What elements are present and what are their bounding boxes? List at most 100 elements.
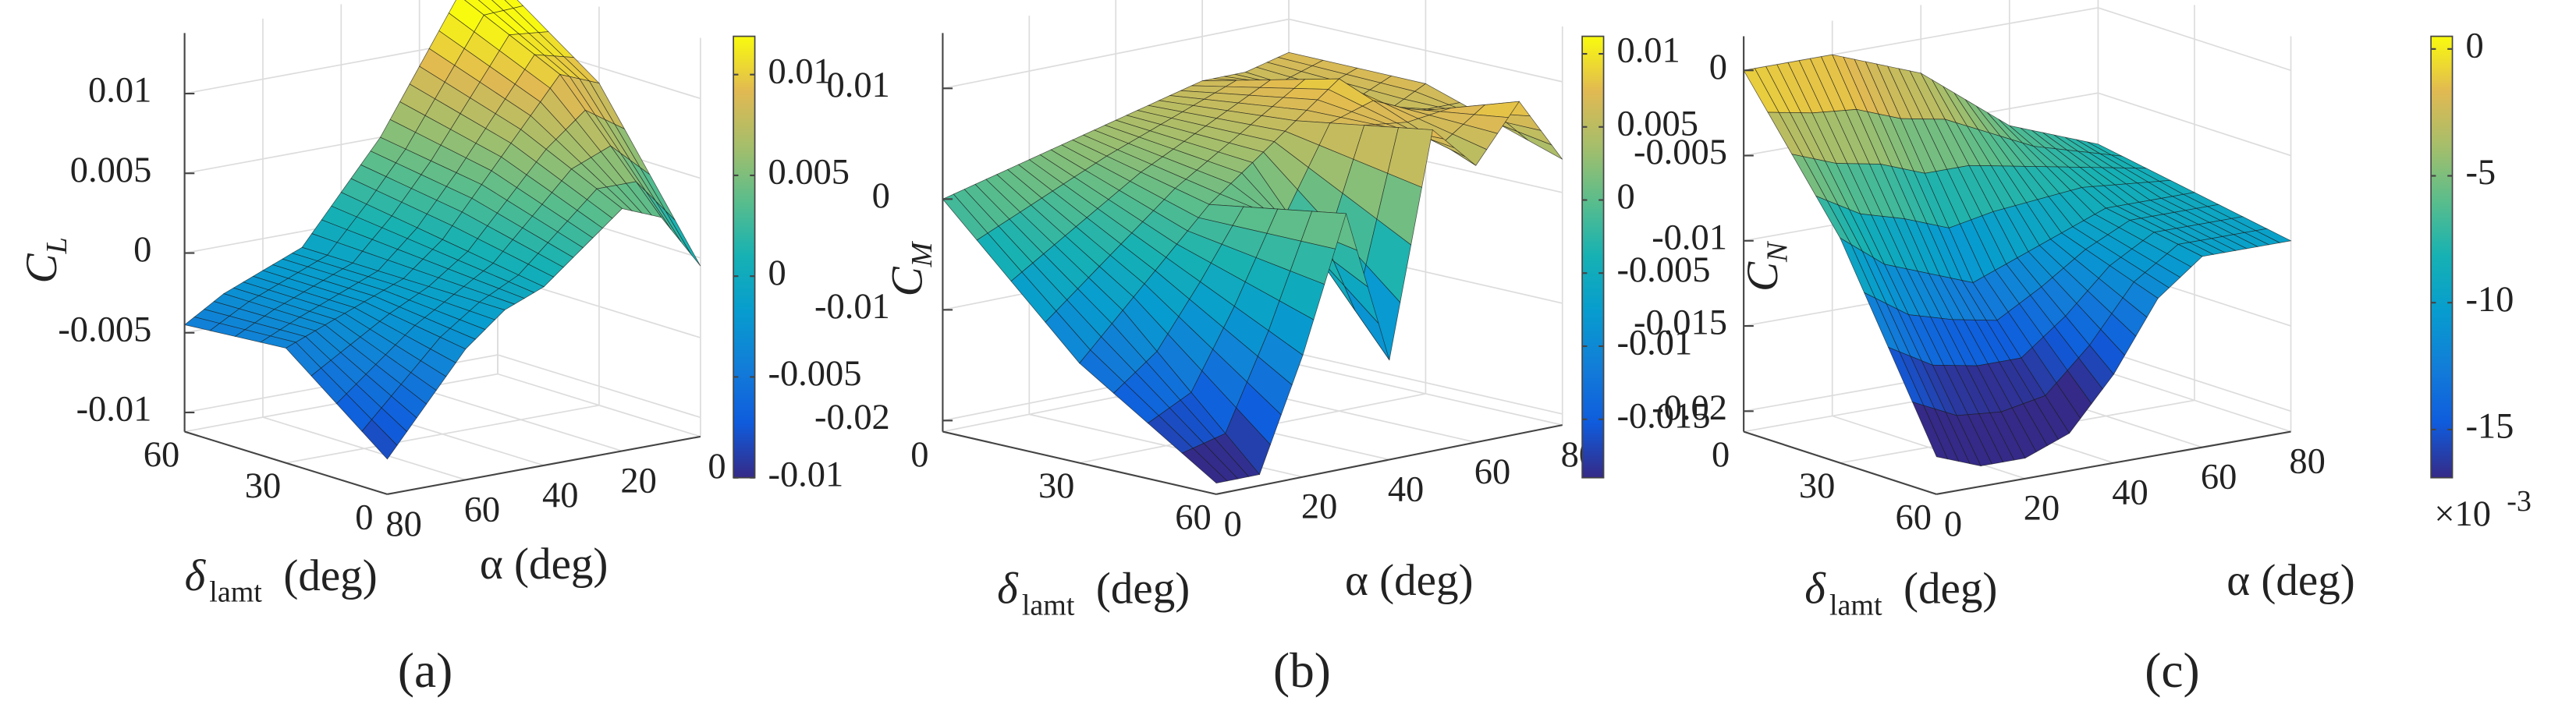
x-tick-label: 60 [1474, 452, 1510, 492]
colorbar-tick-label: -15 [2465, 407, 2514, 447]
z-tick-label: 0.01 [88, 71, 151, 111]
panel-label: (a) [398, 643, 452, 698]
colorbar-tick-label: 0 [1616, 177, 1634, 217]
colorbar-tick-label: 0.01 [1616, 31, 1680, 71]
z-tick-label: -0.005 [1634, 133, 1727, 172]
z-tick-label: 0 [872, 176, 890, 216]
y-axis-label-unit: (deg) [1096, 565, 1190, 614]
z-axis-label: C [882, 266, 931, 296]
y-axis-label: δ [185, 551, 207, 600]
z-axis-label-sub: L [41, 237, 73, 254]
x-tick-label: 20 [2024, 489, 2060, 529]
y-tick-label: 0 [355, 497, 373, 537]
surface-patch [361, 419, 398, 460]
y-axis-label-unit: (deg) [283, 551, 377, 600]
x-tick-label: 20 [620, 461, 656, 501]
grid-line [2098, 368, 2291, 433]
surface-patch [665, 210, 701, 267]
x-tick-label: 60 [464, 490, 500, 529]
grid-line [2098, 92, 2291, 157]
z-axis-label: C [17, 253, 66, 283]
grid-line [497, 354, 701, 419]
x-tick-label: 40 [542, 476, 578, 515]
y-axis-label: δ [1804, 565, 1826, 614]
y-axis-label: δ [997, 565, 1019, 614]
z-tick-label: -0.01 [814, 287, 890, 327]
z-tick-label: -0.02 [814, 398, 890, 437]
grid-line [1288, 18, 1563, 83]
colorbar-tick-label: 0.005 [768, 153, 850, 193]
z-tick-label: 0 [133, 230, 151, 270]
z-axis-label-sub: N [1761, 240, 1794, 263]
y-axis-label-sub: lamt [209, 575, 262, 608]
z-tick-label: -0.01 [76, 390, 152, 430]
z-axis-label-sub: M [906, 240, 939, 267]
colorbar-tick-label: -10 [2465, 280, 2514, 320]
colorbar-tick-label: -5 [2465, 153, 2496, 193]
surface-patch [1181, 448, 1228, 484]
y-tick-label: 60 [1175, 497, 1211, 537]
axis-line [1743, 430, 1937, 495]
grid-line [1288, 362, 1563, 426]
colorbar [733, 35, 756, 479]
y-tick-label: 30 [245, 466, 281, 506]
colorbar-exponent: ×10 [2434, 494, 2491, 534]
colorbar-tick-label: -0.005 [768, 354, 861, 394]
y-axis-label-sub: lamt [1022, 589, 1075, 621]
colorbar-tick-label: 0.005 [1616, 104, 1698, 143]
x-tick-label: 0 [708, 447, 726, 487]
x-tick-label: 60 [2201, 458, 2237, 497]
z-tick-label: -0.02 [1652, 388, 1727, 428]
grid-line [1288, 350, 1563, 415]
axis-line [942, 430, 1217, 495]
y-tick-label: 0 [1712, 435, 1730, 475]
x-axis-label: α (deg) [480, 540, 608, 589]
x-tick-label: 40 [2112, 473, 2148, 513]
z-tick-label: -0.01 [1652, 218, 1727, 257]
y-tick-label: 60 [1895, 497, 1931, 537]
y-axis-label-sub: lamt [1829, 589, 1882, 621]
x-axis-label: α (deg) [1345, 556, 1473, 605]
x-tick-label: 40 [1388, 469, 1424, 509]
x-tick-label: 80 [2289, 441, 2325, 481]
panel-label: (c) [2145, 643, 2199, 698]
grid-line [419, 388, 623, 452]
colorbar-tick-label: -0.005 [1616, 250, 1710, 290]
grid-line [2098, 348, 2291, 412]
y-axis-label-unit: (deg) [1904, 565, 1997, 614]
colorbar [1581, 35, 1605, 479]
axis-line [1936, 430, 2291, 495]
z-axis-label: C [1738, 261, 1787, 292]
y-tick-label: 0 [910, 435, 928, 475]
panel-label: (b) [1273, 643, 1331, 698]
grid-line [262, 416, 467, 481]
y-tick-label: 30 [1799, 466, 1835, 506]
x-axis-label: α (deg) [2227, 556, 2354, 605]
y-tick-label: 60 [144, 435, 179, 475]
grid-line [942, 18, 1290, 90]
grid-line [1832, 415, 2026, 480]
z-tick-label: 0.005 [70, 150, 152, 190]
axis-line [1215, 424, 1563, 495]
grid-line [2098, 7, 2291, 72]
surface-patch [1911, 402, 1949, 460]
x-tick-label: 0 [1224, 504, 1242, 544]
z-tick-label: -0.015 [1634, 303, 1727, 343]
colorbar-tick-label: 0 [2465, 26, 2483, 65]
colorbar-tick-label: -0.01 [1616, 324, 1692, 363]
y-tick-label: 30 [1038, 466, 1074, 506]
axis-line [184, 430, 388, 495]
colorbar [2430, 35, 2454, 479]
axis-line [387, 435, 701, 495]
colorbar-tick-label: 0.01 [768, 51, 831, 91]
z-tick-label: 0 [1709, 48, 1727, 87]
z-tick-label: 0.01 [826, 65, 889, 105]
x-tick-label: 0 [1944, 504, 1962, 544]
x-tick-label: 20 [1301, 487, 1337, 527]
colorbar-tick-label: -0.015 [1616, 396, 1710, 436]
colorbar-tick-label: 0 [768, 253, 786, 293]
colorbar-exponent-power: -3 [2507, 485, 2532, 518]
z-tick-label: -0.005 [58, 310, 151, 349]
x-tick-label: 80 [385, 504, 421, 544]
